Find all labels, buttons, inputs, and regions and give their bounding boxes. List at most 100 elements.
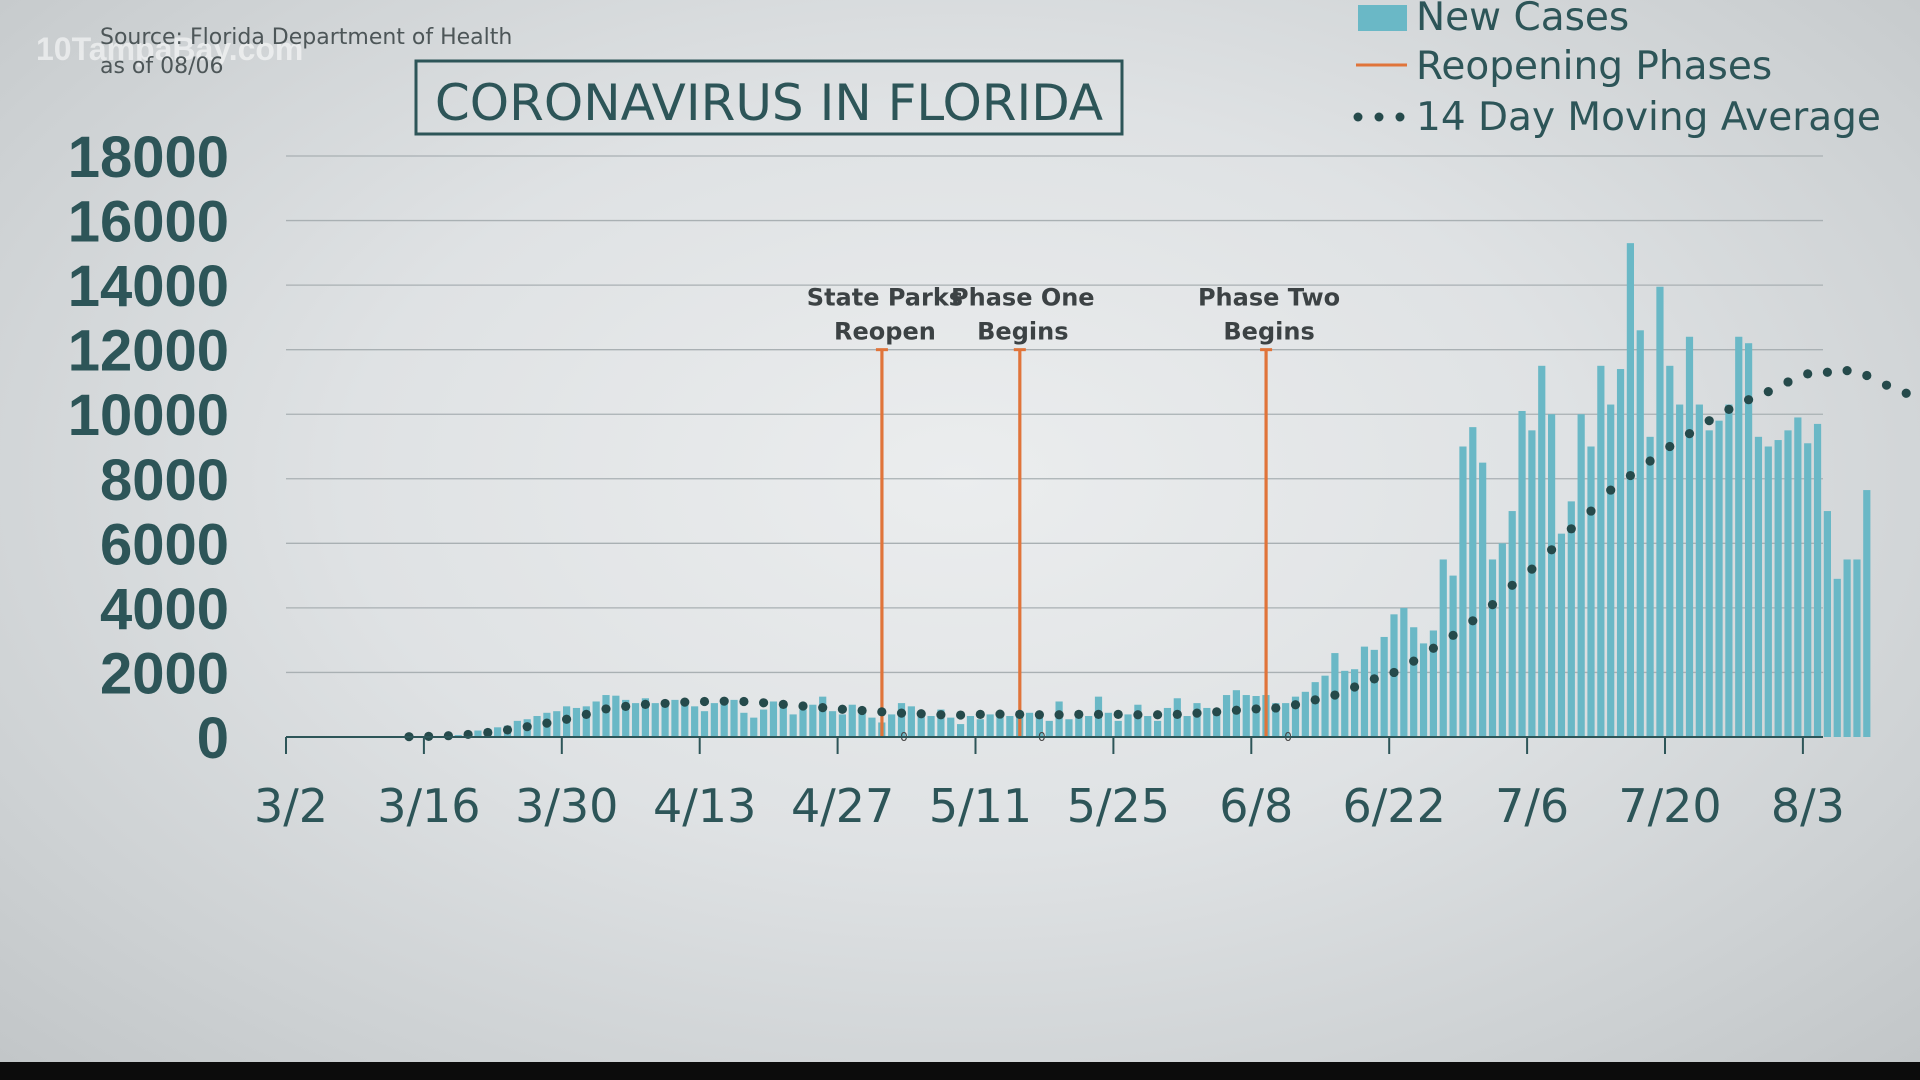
x-tick-label: 3/2 bbox=[254, 779, 328, 833]
bar-new-cases bbox=[907, 706, 915, 737]
x-tick-label: 3/16 bbox=[377, 779, 480, 833]
bar-new-cases bbox=[592, 701, 600, 737]
bar-new-cases bbox=[1823, 511, 1831, 737]
bar-new-cases bbox=[1764, 446, 1772, 737]
bar-new-cases bbox=[1735, 336, 1743, 737]
x-tick-label: 6/22 bbox=[1343, 779, 1446, 833]
bar-new-cases bbox=[1607, 404, 1615, 737]
phase-annotation-line1: State Parks bbox=[807, 284, 963, 312]
moving-average-dot bbox=[1212, 707, 1222, 717]
legend-label-moving-average: 14 Day Moving Average bbox=[1416, 95, 1881, 140]
x-tick-label: 5/11 bbox=[929, 779, 1032, 833]
moving-average-dot bbox=[1724, 404, 1734, 414]
moving-average-dot bbox=[1153, 710, 1163, 720]
y-tick-label: 14000 bbox=[68, 254, 229, 319]
moving-average-dot bbox=[1665, 441, 1675, 452]
bar-new-cases bbox=[1065, 719, 1073, 737]
bar-new-cases bbox=[1222, 695, 1231, 737]
moving-average-dot bbox=[483, 727, 493, 738]
bar-new-cases bbox=[1400, 607, 1408, 737]
bar-new-cases bbox=[1646, 436, 1654, 737]
x-tick-label: 4/13 bbox=[653, 779, 756, 833]
bar-new-cases bbox=[740, 712, 748, 737]
bar-new-cases bbox=[1449, 575, 1457, 737]
bar-new-cases bbox=[661, 701, 669, 737]
moving-average-dot bbox=[1369, 674, 1379, 684]
moving-average-dot bbox=[1310, 695, 1320, 705]
legend-label-reopening-phases: Reopening Phases bbox=[1416, 44, 1772, 89]
bar-new-cases bbox=[1754, 436, 1763, 737]
bar-new-cases bbox=[1676, 404, 1684, 737]
bar-new-cases bbox=[641, 698, 649, 737]
bar-new-cases bbox=[976, 719, 984, 737]
moving-average-dot bbox=[1527, 564, 1537, 574]
bar-new-cases bbox=[1567, 501, 1575, 737]
bar-new-cases bbox=[1075, 711, 1083, 737]
bar-new-cases bbox=[553, 711, 561, 737]
phase-annotation-line2: Begins bbox=[977, 318, 1068, 346]
bottom-bar bbox=[0, 1062, 1920, 1080]
moving-average-dot bbox=[1606, 485, 1616, 495]
moving-average-dot bbox=[1842, 366, 1852, 376]
moving-average-dot bbox=[640, 699, 651, 710]
x-tick-label: 7/20 bbox=[1618, 779, 1721, 833]
moving-average-dot bbox=[1783, 377, 1793, 387]
moving-average-dot bbox=[699, 696, 710, 707]
bar-new-cases bbox=[1715, 420, 1723, 737]
moving-average-dot bbox=[601, 704, 611, 714]
legend-swatch-new-cases bbox=[1358, 5, 1407, 31]
moving-average-dot bbox=[1881, 380, 1892, 390]
bar-new-cases bbox=[651, 703, 659, 737]
bar-new-cases bbox=[1774, 440, 1782, 737]
moving-average-dot bbox=[1172, 709, 1182, 720]
bar-new-cases bbox=[1508, 511, 1516, 737]
x-tick-label: 3/30 bbox=[515, 779, 618, 833]
moving-average-dot bbox=[1409, 656, 1419, 666]
bar-new-cases bbox=[1282, 703, 1290, 737]
bar-new-cases bbox=[1439, 559, 1447, 737]
moving-average-dot bbox=[1389, 667, 1399, 678]
bar-new-cases bbox=[1616, 369, 1625, 737]
x-tick-label: 7/6 bbox=[1495, 779, 1569, 833]
bar-new-cases bbox=[1745, 343, 1753, 737]
bar-new-cases bbox=[1863, 490, 1871, 737]
bar-new-cases bbox=[631, 703, 640, 737]
moving-average-dot bbox=[1074, 709, 1084, 720]
bar-new-cases bbox=[769, 701, 778, 737]
bar-new-cases bbox=[888, 714, 896, 737]
bar-new-cases bbox=[1577, 414, 1585, 737]
source-line-1: Source: Florida Department of Health bbox=[100, 25, 512, 50]
moving-average-dot bbox=[581, 709, 591, 720]
y-tick-label: 16000 bbox=[68, 190, 229, 255]
moving-average-dot bbox=[1704, 416, 1714, 426]
bar-new-cases bbox=[848, 704, 856, 737]
bar-new-cases bbox=[809, 704, 817, 737]
moving-average-dot bbox=[778, 699, 788, 710]
moving-average-dot bbox=[1271, 703, 1281, 713]
bar-new-cases bbox=[1528, 430, 1536, 737]
moving-average-dot bbox=[1290, 700, 1301, 710]
bar-new-cases bbox=[1183, 716, 1191, 737]
y-tick-label: 18000 bbox=[68, 125, 229, 190]
bar-new-cases bbox=[1025, 712, 1034, 737]
bar-new-cases bbox=[1459, 446, 1467, 737]
moving-average-layer bbox=[404, 366, 1911, 742]
bar-new-cases bbox=[966, 716, 975, 737]
bar-new-cases bbox=[986, 714, 994, 737]
moving-average-dot bbox=[1015, 709, 1025, 720]
bar-new-cases bbox=[602, 695, 610, 737]
bar-new-cases bbox=[730, 699, 738, 737]
watermark: 10TampaBay.com bbox=[36, 31, 303, 67]
bar-new-cases bbox=[622, 699, 630, 737]
bar-new-cases bbox=[1538, 365, 1546, 737]
bar-new-cases bbox=[710, 703, 718, 737]
moving-average-dot bbox=[1054, 710, 1064, 720]
bar-new-cases bbox=[1006, 716, 1014, 737]
bar-new-cases bbox=[494, 727, 502, 737]
bar-new-cases bbox=[1656, 286, 1664, 737]
y-tick-label: 2000 bbox=[100, 641, 229, 706]
bar-new-cases bbox=[1429, 630, 1437, 737]
moving-average-dot bbox=[719, 696, 729, 706]
